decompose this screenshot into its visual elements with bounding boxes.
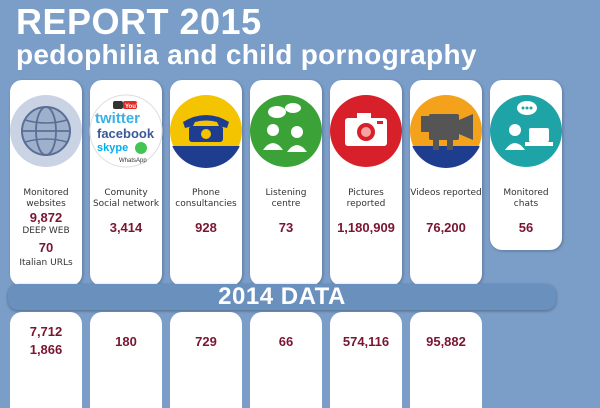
card-value-secondary: 70	[38, 240, 54, 255]
svg-text:WhatsApp: WhatsApp	[119, 158, 147, 164]
card-pictures-reported: Pictures reported 1,180,909	[330, 80, 402, 286]
card-2014-pictures: 574,116	[330, 312, 402, 408]
listening-people-icon	[249, 94, 323, 168]
card-label: Pictures reported	[346, 188, 386, 209]
chat-people-icon	[489, 94, 563, 168]
card-sublabel-secondary: Italian URLs	[19, 258, 73, 268]
card-label: Listening centre	[265, 188, 307, 209]
card-2014-value: 7,712	[29, 324, 63, 339]
card-monitored-websites: Monitored websites 9,872 DEEP WEB 70 Ita…	[10, 80, 82, 286]
card-sublabel: DEEP WEB	[22, 226, 70, 236]
card-2014-videos: 95,882	[410, 312, 482, 408]
card-label: Monitored websites	[23, 188, 69, 209]
camera-icon	[329, 94, 403, 168]
card-2014-phone: 729	[170, 312, 242, 408]
svg-text:facebook: facebook	[97, 126, 155, 141]
card-value: 1,180,909	[337, 220, 395, 235]
page-subtitle: pedophilia and child pornography	[16, 39, 477, 70]
card-2014-value-secondary: 1,866	[29, 342, 63, 357]
page-title: REPORT 2015	[16, 1, 262, 42]
card-2014-value: 729	[195, 334, 217, 349]
video-camera-icon	[409, 94, 483, 168]
card-monitored-chats: Monitored chats 56	[490, 80, 562, 250]
card-label: Comunity Social network	[92, 188, 160, 209]
svg-text:skype: skype	[97, 142, 128, 154]
card-social-network: YouTube twitter facebook skype WhatsApp …	[89, 80, 163, 286]
card-2014-listening: 66	[250, 312, 322, 408]
card-listening-centre: Listening centre 73	[250, 80, 322, 286]
card-2014-value: 180	[115, 334, 137, 349]
card-value: 928	[195, 220, 217, 235]
card-label: Phone consultancies	[175, 188, 237, 209]
social-network-logos-icon: YouTube twitter facebook skype WhatsApp	[89, 94, 163, 168]
card-videos-reported: Videos reported 76,200	[409, 80, 483, 286]
card-2014-websites: 7,712 1,866	[10, 312, 82, 408]
card-2014-social: 180	[90, 312, 162, 408]
card-phone-consultancies: Phone consultancies 928	[169, 80, 243, 286]
year-band-label: 2014 DATA	[218, 283, 346, 310]
card-value: 76,200	[426, 220, 466, 235]
card-value: 73	[278, 220, 294, 235]
card-label: Videos reported	[410, 188, 482, 198]
card-2014-value: 574,116	[342, 334, 390, 349]
globe-icon	[9, 94, 83, 168]
card-label: Monitored chats	[503, 188, 549, 209]
card-value: 9,872	[29, 210, 63, 225]
card-value: 56	[518, 220, 534, 235]
svg-text:YouTube: YouTube	[125, 104, 150, 110]
telephone-icon	[169, 94, 243, 168]
svg-text:twitter: twitter	[95, 110, 140, 127]
card-value: 3,414	[109, 220, 143, 235]
card-2014-value: 95,882	[426, 334, 466, 349]
card-2014-value: 66	[278, 334, 294, 349]
year-band-2014: 2014 DATA	[8, 284, 556, 310]
